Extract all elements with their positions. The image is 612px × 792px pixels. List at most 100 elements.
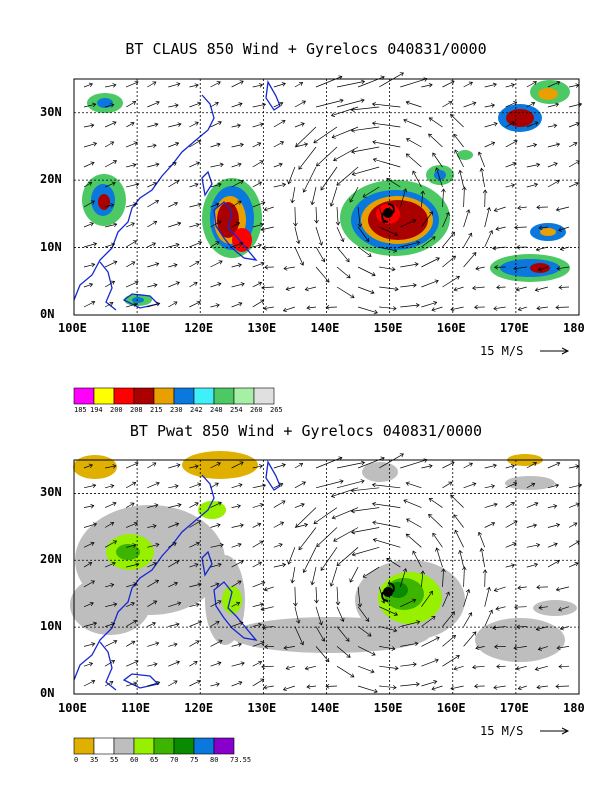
top-wind-vector-head	[91, 262, 96, 268]
top-wind-vector-head	[559, 246, 564, 251]
bottom-wind-vector-head	[329, 582, 335, 587]
top-wind-vector	[442, 101, 453, 108]
bottom-wind-vector	[210, 482, 219, 489]
bottom-wind-vector	[231, 524, 244, 528]
bottom-wind-vector-head	[155, 641, 160, 646]
top-wind-vector-head	[371, 272, 376, 277]
top-wind-vector	[147, 242, 156, 248]
bottom-wind-vector-head	[399, 453, 404, 458]
top-wind-vector-head	[90, 161, 95, 166]
bottom-wind-vector	[83, 464, 93, 469]
bottom-wind-vector-head	[320, 566, 325, 571]
top-wind-vector-head	[155, 262, 160, 267]
top-wind-vector-head	[314, 219, 319, 224]
top-wind-vector-head	[350, 294, 355, 299]
bottom-wind-vector	[147, 525, 157, 528]
bottom-wind-vector	[104, 562, 116, 568]
bottom-wind-vector-head	[392, 685, 397, 690]
top-wind-vector	[379, 266, 396, 270]
top-wind-vector	[450, 306, 464, 311]
bottom-wind-vector-head	[239, 461, 244, 466]
bottom-wind-vector	[421, 659, 439, 667]
bottom-wind-vector-head	[373, 688, 378, 694]
top-wind-vector-head	[287, 180, 292, 185]
top-wind-vector-head	[217, 220, 222, 225]
top-wind-vector-head	[110, 103, 115, 108]
bottom-wind-vector	[273, 543, 283, 548]
top-wind-vector	[421, 280, 439, 288]
bottom-wind-vector-head	[403, 499, 408, 504]
top-wind-vector-head	[373, 309, 378, 315]
top-wind-vector	[126, 142, 138, 148]
bottom-wind-vector-head	[238, 680, 243, 686]
bottom-wind-vector	[492, 626, 506, 629]
top-x-tick-label: 100E	[58, 321, 87, 335]
top-wind-vector-head	[386, 177, 391, 182]
bottom-wind-vector	[104, 540, 117, 548]
bottom-wind-vector-head	[468, 462, 473, 467]
top-wind-vector	[333, 146, 359, 161]
bottom-wind-vector-head	[110, 483, 115, 489]
bottom-wind-vector	[252, 661, 262, 667]
top-wind-vector-head	[538, 225, 543, 231]
bottom-wind-vector-head	[486, 586, 491, 591]
bottom-wind-vector-head	[257, 561, 263, 566]
bottom-graticule	[74, 460, 579, 694]
bottom-wind-vector-head	[420, 570, 426, 575]
top-wind-vector	[357, 286, 375, 294]
bottom-colorbar-swatch	[193, 737, 215, 755]
bottom-wind-vector	[126, 660, 139, 667]
top-wind-vector-head	[434, 279, 439, 284]
bottom-wind-vector-head	[133, 681, 138, 686]
bottom-wind-vector-head	[153, 662, 158, 667]
top-wind-vector	[147, 200, 159, 208]
top-wind-vector-head	[194, 182, 199, 188]
top-wind-vector	[252, 201, 265, 208]
bottom-wind-vector	[295, 507, 317, 528]
bottom-wind-vector-head	[260, 606, 265, 612]
bottom-wind-vector	[357, 606, 370, 622]
bottom-wind-vector	[104, 502, 117, 508]
bottom-wind-vector-head	[259, 540, 264, 545]
top-wind-vector-head	[431, 236, 436, 241]
bottom-wind-vector-head	[331, 515, 336, 520]
bottom-wind-vector-head	[306, 684, 311, 690]
top-wind-vector	[83, 162, 95, 168]
bottom-wind-vector-head	[173, 581, 178, 586]
top-wind-vector	[400, 241, 420, 248]
bottom-wind-vector-head	[215, 582, 220, 587]
bottom-wind-vector	[400, 459, 428, 469]
bottom-wind-vector-head	[474, 683, 478, 689]
top-wind-vector-head	[394, 286, 399, 292]
bottom-wind-vector	[526, 563, 538, 568]
bottom-wind-vector-head	[386, 558, 391, 562]
top-wind-vector	[336, 99, 365, 108]
bottom-wind-vector-head	[441, 568, 446, 573]
top-wind-vector-head	[281, 82, 286, 87]
top-wind-vector	[558, 226, 570, 231]
bottom-wind-vector-head	[535, 626, 540, 632]
bottom-wind-vector	[210, 563, 222, 568]
top-wind-vector-head	[193, 281, 198, 286]
top-wind-vector	[147, 284, 158, 288]
bottom-wind-vector-head	[349, 578, 354, 583]
bottom-wind-vector-head	[516, 624, 521, 630]
bottom-wind-vector	[421, 465, 433, 469]
bottom-wind-vector-head	[412, 598, 417, 603]
bottom-wind-vector	[231, 643, 242, 647]
top-wind-vector-head	[453, 287, 458, 292]
bottom-wind-vector-head	[321, 637, 326, 642]
bottom-wind-vector	[555, 685, 570, 687]
bottom-typhoon-symbol-icon	[381, 582, 395, 602]
top-wind-vector-head	[298, 81, 304, 86]
top-wind-vector-head	[428, 117, 433, 122]
top-wind-vector-head	[113, 222, 118, 228]
bottom-wind-vector-head	[281, 500, 286, 505]
top-wind-vector	[357, 226, 370, 242]
bottom-wind-vector	[126, 602, 135, 608]
bottom-wind-vector-head	[111, 561, 116, 566]
top-wind-vector	[463, 252, 477, 268]
bottom-wind-vector-head	[458, 549, 463, 555]
bottom-wind-vector	[313, 507, 338, 524]
